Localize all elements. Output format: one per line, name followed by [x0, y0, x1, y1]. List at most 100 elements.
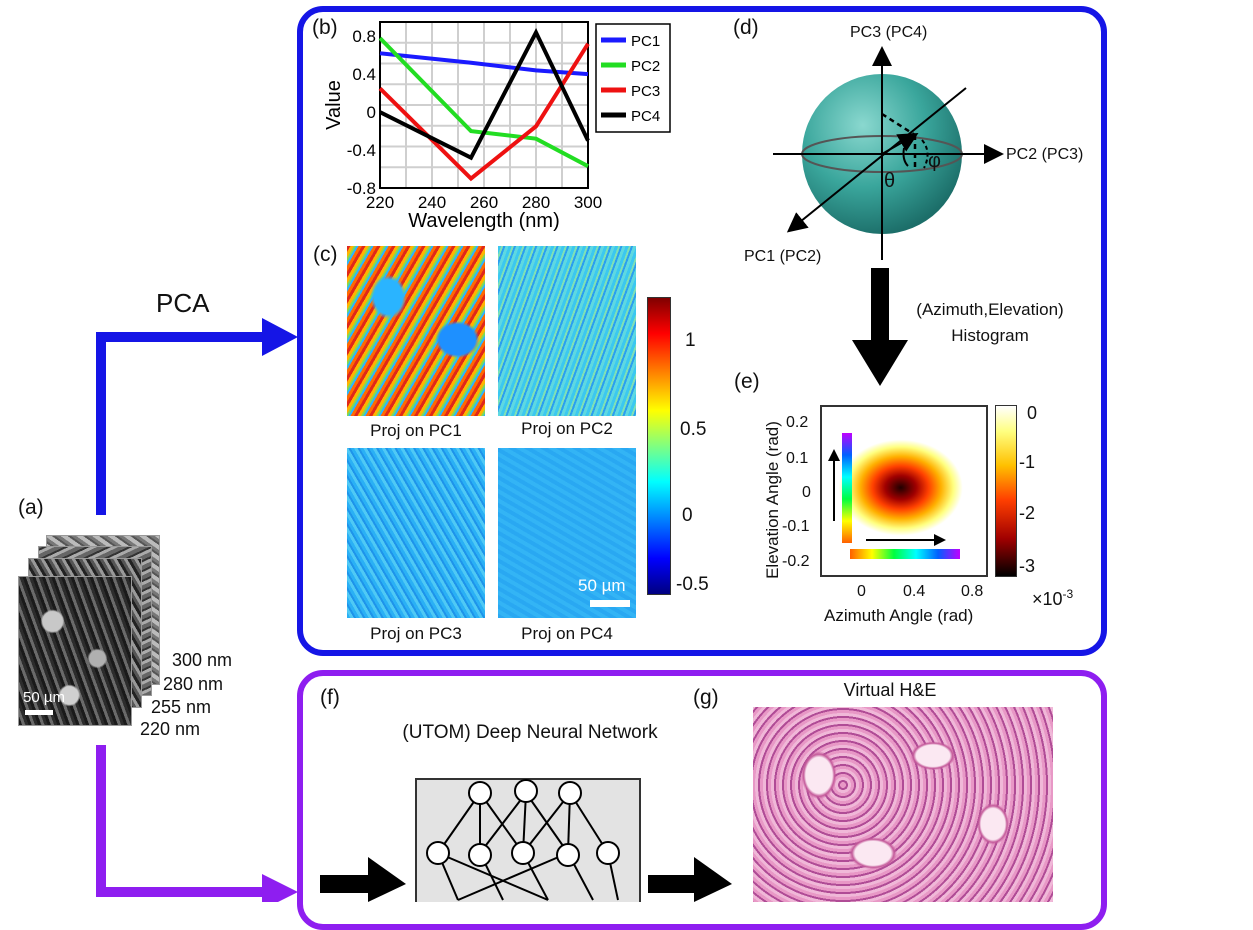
dnn-arrow-line: [96, 745, 270, 897]
legend-label-pc3: PC3: [631, 83, 660, 100]
network-title: (UTOM) Deep Neural Network: [402, 722, 658, 743]
x-axis-label: Wavelength (nm): [408, 210, 560, 232]
caption-proj-pc1: Proj on PC1: [370, 421, 462, 440]
heatmap-xtick-0.4: 0.4: [903, 583, 926, 600]
xtick-label: 240: [418, 193, 446, 212]
plot-frame: [379, 21, 589, 189]
axis-label-top: PC3 (PC4): [850, 24, 928, 41]
theta-arc: [902, 147, 909, 167]
heatmap-multiplier-base: ×10: [1032, 589, 1063, 609]
histogram-arrow-label-line1: (Azimuth,Elevation): [916, 300, 1064, 319]
heatmap-xtick-0: 0: [857, 583, 866, 600]
heatmap-direction-arrows: [828, 449, 946, 546]
phi-label: φ: [928, 150, 941, 172]
ytick-label: 0.8: [352, 27, 376, 46]
heatmap-colorbar-tick-2: -2: [1019, 503, 1036, 523]
projection-image-pc2: [498, 246, 636, 416]
heatmap-ytick-neg0.2: -0.2: [782, 553, 810, 570]
proj-colorbar-tick-neg0.5: -0.5: [676, 574, 709, 595]
heatmap-colorbar-tick-3: -3: [1019, 556, 1036, 576]
caption-proj-pc2: Proj on PC2: [521, 419, 613, 438]
legend-label-pc4: PC4: [631, 108, 660, 125]
axis-label-right: PC2 (PC3): [1006, 146, 1084, 163]
elevation-color-legend: [842, 433, 852, 543]
projection-image-pc4: 50 µm: [498, 448, 636, 618]
proj-colorbar-tick-1: 1: [685, 330, 696, 351]
panel-letter-c: (c): [313, 243, 338, 266]
projection-image-pc3: [347, 448, 485, 618]
phi-arc: [921, 139, 929, 169]
heatmap-ylabel: Elevation Angle (rad): [763, 421, 782, 579]
xtick-label: 280: [522, 193, 550, 212]
heatmap-ytick-0.2: 0.2: [786, 414, 809, 431]
heatmap-ytick-neg0.1: -0.1: [782, 518, 810, 535]
input-arrow-body: [320, 875, 372, 893]
wavelength-label-220: 220 nm: [140, 719, 201, 739]
projection-colorbar: [647, 297, 671, 595]
wavelength-label-300: 300 nm: [172, 650, 233, 670]
flow-arrows: [96, 318, 298, 902]
pca-label: PCA: [156, 288, 210, 318]
wavelength-label-255: 255 nm: [151, 697, 212, 717]
heatmap-colorbar: [995, 405, 1017, 577]
heatmap-xtick-0.8: 0.8: [961, 583, 984, 600]
stack-image-220nm: 50 µm: [18, 576, 132, 726]
input-arrow-head: [368, 857, 406, 902]
caption-proj-pc3: Proj on PC3: [370, 624, 462, 643]
pca-panel-box: [297, 6, 1107, 656]
pc-sphere-diagram: [773, 46, 1004, 260]
heatmap-ytick-0.1: 0.1: [786, 450, 809, 467]
heatmap-xlabel: Azimuth Angle (rad): [824, 606, 974, 625]
legend-label-pc1: PC1: [631, 33, 660, 50]
heatmap-multiplier-exp: -3: [1062, 587, 1074, 601]
heatmap-colorbar-tick-1: -1: [1019, 452, 1036, 472]
y-axis-label: Value: [323, 80, 345, 130]
pca-arrow-line: [96, 332, 270, 515]
stack-scalebar: [25, 710, 53, 715]
pc-loading-chart: 220 240 260 280 300 0.8 0.4 0 -0.4 -0.8 Wavelength…: [323, 21, 671, 232]
panel-letter-f: (f): [320, 686, 340, 709]
ytick-label: -0.8: [347, 179, 376, 198]
xtick-label: 300: [574, 193, 602, 212]
panel-letter-a: (a): [18, 496, 44, 519]
neural-network-diagram: [320, 778, 732, 902]
he-title: Virtual H&E: [843, 680, 937, 700]
ytick-label: -0.4: [347, 141, 376, 160]
proj-colorbar-tick-0: 0: [682, 505, 693, 526]
projection-image-pc1: [347, 246, 485, 416]
heatmap-multiplier: ×10-3: [1032, 587, 1073, 610]
axis-label-left: PC1 (PC2): [744, 248, 822, 265]
heatmap-ytick-0: 0: [802, 484, 811, 501]
series-line-pc2: [378, 36, 589, 168]
theta-label: θ: [884, 170, 896, 192]
network-nodes: [426, 779, 620, 867]
azimuth-color-legend: [850, 549, 960, 559]
ytick-label: 0: [367, 103, 376, 122]
azimuth-elevation-heatmap: [820, 405, 988, 577]
panel-letter-d: (d): [733, 16, 759, 39]
histogram-arrow-label-line2: Histogram: [951, 326, 1029, 345]
vector-arrow: [881, 133, 919, 155]
proj-colorbar-tick-0.5: 0.5: [680, 419, 707, 440]
heatmap-colorbar-tick-0: 0: [1027, 403, 1038, 423]
legend-label-pc2: PC2: [631, 58, 660, 75]
panel-letter-e: (e): [734, 370, 760, 393]
xtick-label: 220: [366, 193, 394, 212]
projection-dashed-top: [881, 112, 916, 137]
pca-arrow-head: [262, 318, 298, 356]
stack-scalebar-label: 50 µm: [23, 689, 65, 706]
axis-diagonal: [786, 87, 967, 233]
series-line-pc1: [379, 51, 589, 77]
output-arrow-body: [648, 875, 698, 893]
projection-scalebar: [590, 600, 630, 607]
panel-letter-g: (g): [693, 686, 719, 709]
series-line-pc4: [379, 27, 590, 161]
projection-scalebar-label: 50 µm: [578, 576, 626, 595]
histogram-arrow: [852, 268, 908, 386]
ytick-label: 0.4: [352, 65, 376, 84]
caption-proj-pc4: Proj on PC4: [521, 624, 613, 643]
xtick-label: 260: [470, 193, 498, 212]
panel-letter-b: (b): [312, 16, 338, 39]
wavelength-label-280: 280 nm: [163, 674, 224, 694]
dnn-arrow-head: [262, 874, 298, 902]
